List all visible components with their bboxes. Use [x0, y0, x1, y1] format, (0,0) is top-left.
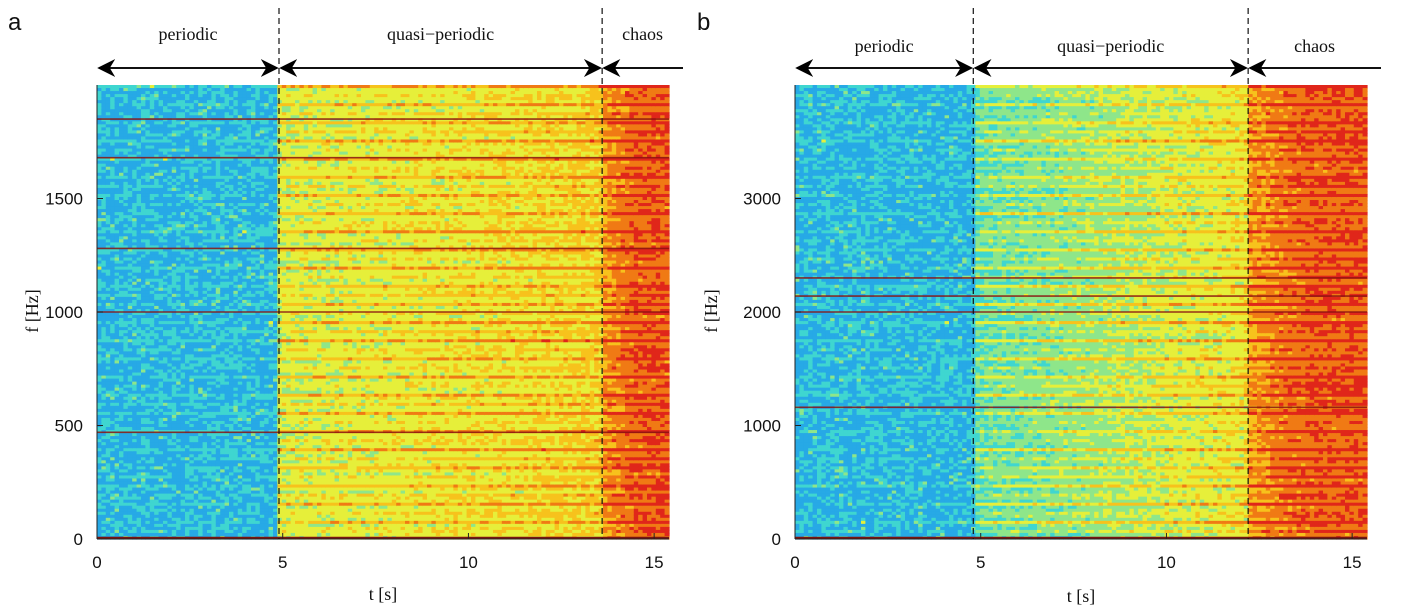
panel-a-ylabel: f [Hz]: [22, 289, 42, 332]
panel-a-xlabel: t [s]: [369, 584, 398, 604]
y-tick-label: 2000: [743, 303, 781, 322]
regime-label: chaos: [1294, 36, 1335, 56]
panel-letter-a: a: [8, 9, 22, 36]
panel-b-xlabel: t [s]: [1067, 586, 1096, 606]
x-tick-label: 15: [1343, 553, 1362, 572]
panel-b-regime-header: periodic quasi−periodic chaos: [797, 36, 1381, 68]
x-tick-label: 10: [1157, 553, 1176, 572]
panel-b-spectrogram: [795, 85, 1368, 540]
regime-label: chaos: [622, 24, 663, 44]
panel-a-regime-header: periodic quasi−periodic chaos: [99, 24, 683, 68]
regime-label: periodic: [159, 24, 218, 44]
y-tick-label: 0: [74, 530, 83, 549]
y-tick-label: 1000: [743, 417, 781, 436]
x-tick-label: 15: [645, 553, 664, 572]
panel-a: a periodic quasi−periodic chaos 0 5 10 15 0 500…: [8, 8, 683, 604]
y-tick-label: 1000: [45, 303, 83, 322]
panel-b-ylabel: f [Hz]: [701, 289, 721, 332]
x-tick-label: 10: [459, 553, 478, 572]
regime-label: periodic: [855, 36, 914, 56]
y-tick-label: 1500: [45, 190, 83, 209]
x-tick-label: 0: [790, 553, 799, 572]
x-tick-label: 0: [92, 553, 101, 572]
y-tick-label: 3000: [743, 190, 781, 209]
y-tick-label: 500: [55, 417, 83, 436]
panel-b: b periodic quasi−periodic chaos 0 5 10 15 0 100…: [697, 8, 1381, 606]
y-tick-label: 0: [772, 530, 781, 549]
regime-label: quasi−periodic: [1057, 36, 1164, 56]
panel-a-spectrogram: [97, 85, 670, 540]
panel-letter-b: b: [697, 9, 710, 36]
x-tick-label: 5: [976, 553, 985, 572]
regime-label: quasi−periodic: [387, 24, 494, 44]
x-tick-label: 5: [278, 553, 287, 572]
